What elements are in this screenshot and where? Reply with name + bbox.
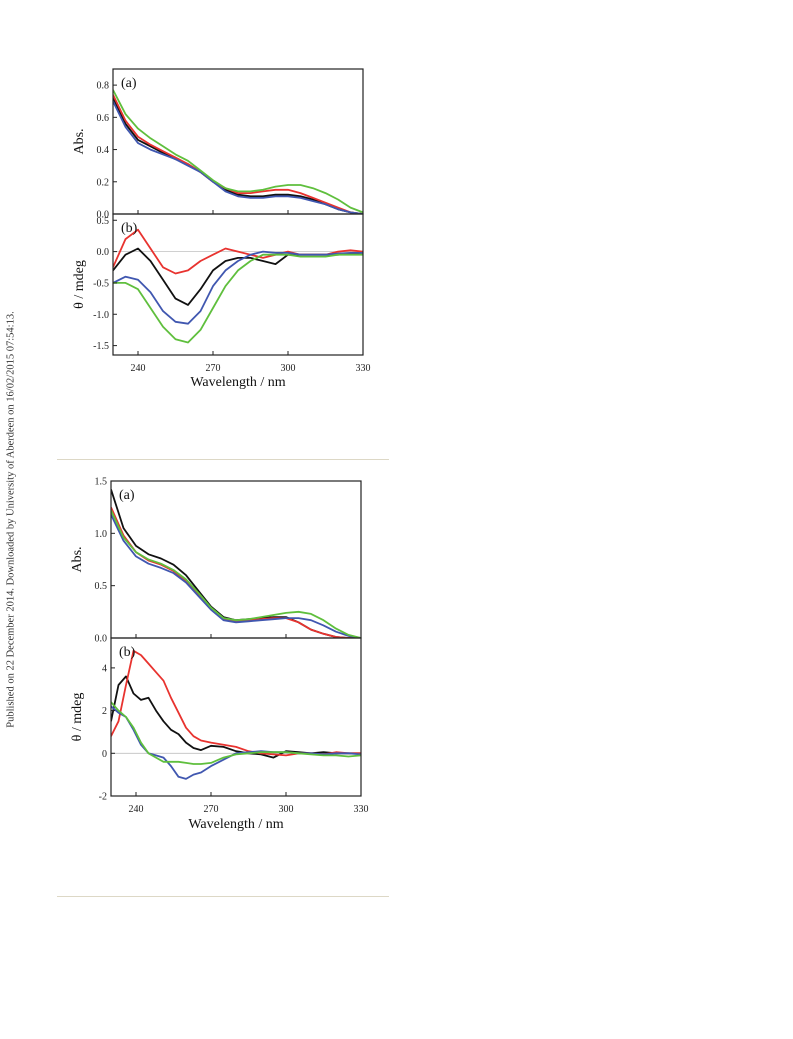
figure-divider [57, 459, 389, 460]
figure-divider [57, 896, 389, 897]
panel-label: (b) [119, 645, 136, 660]
panel-frame [110, 637, 362, 797]
figure-1: 0.00.20.40.60.8 (a)Abs.-1.5-1.0-0.50.00.5… [72, 68, 371, 390]
panel-label: (a) [121, 76, 137, 91]
y-tick-label: -0.5 [93, 278, 109, 289]
x-tick-label: 240 [131, 363, 146, 374]
panel-b: -1.5-1.0-0.50.00.5 (b)θ / mdeg [72, 213, 364, 356]
y-tick-label: 0.8 [97, 81, 110, 92]
x-tick-label: 270 [206, 363, 221, 374]
y-tick-label: 0.5 [95, 581, 108, 592]
y-tick-label: 0.0 [95, 634, 108, 645]
panel-b: -2 0 2 4 (b) θ / mdeg [70, 637, 362, 803]
panel-label: (a) [119, 488, 135, 503]
series-line-green [111, 701, 361, 765]
y-axis-label: θ / mdeg [72, 260, 87, 309]
series-line-blue [111, 705, 361, 780]
x-tick-label: 300 [279, 804, 294, 815]
y-tick-label: -1.5 [93, 341, 109, 352]
series-line-green [113, 253, 363, 344]
panel-a: 0.0 0.5 1.0 1.5 (a) Abs. [70, 477, 362, 645]
panel-a: 0.0 0.2 0.4 0.6 0.8 (a) Abs. [72, 68, 364, 221]
series-line-black [111, 675, 361, 759]
x-axis-label: Wavelength / nm [190, 375, 285, 390]
y-tick-label: 0 [102, 749, 107, 760]
series-line-red [113, 94, 363, 214]
y-tick-label: -2 [99, 792, 107, 803]
series-line-blue [113, 250, 363, 325]
figure-2: 0.0 0.5 1.0 1.5 (a) Abs. -2 0 2 4 (b) θ / mdeg 240 27… [70, 477, 369, 833]
series-line-red [111, 506, 361, 638]
y-tick-label: 0.4 [97, 145, 110, 156]
series-line-blue [113, 100, 363, 214]
x-tick-label: 270 [204, 804, 219, 815]
y-tick-label: 1.5 [95, 477, 108, 488]
y-axis-label: Abs. [70, 546, 85, 572]
x-axis-label: Wavelength / nm [188, 817, 283, 832]
x-tick-label: 240 [129, 804, 144, 815]
y-tick-label: 0.6 [97, 113, 110, 124]
series-line-green [111, 509, 361, 638]
x-tick-label: 300 [281, 363, 296, 374]
panel-frame [112, 213, 364, 356]
y-tick-label: 0.5 [97, 216, 110, 227]
y-tick-label: 0.0 [97, 210, 110, 221]
y-tick-label: 2 [102, 706, 107, 717]
y-tick-label: 4 [102, 663, 107, 674]
y-tick-label: -1.0 [93, 310, 109, 321]
y-axis-label: Abs. [72, 128, 87, 154]
series-line-blue [111, 514, 361, 638]
x-tick-label: 330 [356, 363, 371, 374]
y-axis-label: θ / mdeg [70, 693, 85, 742]
y-tick-label: 0.0 [97, 247, 110, 258]
series-line-green [113, 89, 363, 214]
panel-label: (b) [121, 221, 138, 236]
series-line-red [111, 649, 361, 757]
y-tick-label: 1.0 [95, 529, 108, 540]
y-tick-label: 0.2 [97, 177, 110, 188]
x-tick-label: 330 [354, 804, 369, 815]
